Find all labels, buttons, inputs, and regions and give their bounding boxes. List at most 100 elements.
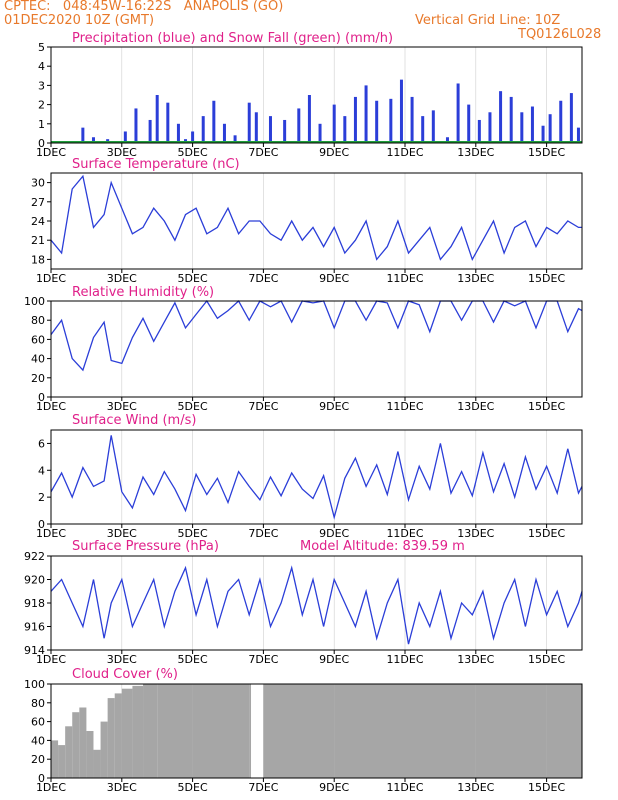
- x-tick-label-cloud: 1DEC: [36, 781, 66, 794]
- y-tick-label-precip: 5: [38, 41, 45, 54]
- y-tick-label-cloud: 80: [31, 697, 45, 710]
- precip-bar: [569, 93, 573, 143]
- x-tick-label-cloud: 13DEC: [457, 781, 494, 794]
- series-line-temp: [50, 174, 582, 262]
- y-tick-label-cloud: 20: [31, 753, 45, 766]
- x-tick-label-precip: 3DEC: [107, 146, 137, 159]
- y-tick-label-rh: 20: [31, 372, 45, 385]
- precip-bar: [467, 104, 471, 143]
- cloud-bar: [334, 684, 405, 778]
- x-tick-label-rh: 5DEC: [178, 400, 208, 413]
- cloud-bar: [79, 707, 87, 778]
- panel-title-cloud: Cloud Cover (%): [72, 667, 178, 682]
- x-tick-label-wind: 13DEC: [457, 527, 494, 540]
- cloud-bar: [51, 740, 59, 778]
- x-tick-label-temp: 1DEC: [36, 272, 66, 285]
- series-line-pres: [50, 565, 583, 645]
- precip-bar: [176, 123, 180, 143]
- series-line-wind: [50, 435, 583, 520]
- panel-title-rh: Relative Humidity (%): [72, 285, 214, 300]
- precip-bar: [509, 96, 513, 143]
- y-tick-label-temp: 27: [31, 196, 45, 209]
- y-tick-label-pres: 918: [24, 597, 45, 610]
- x-tick-label-rh: 1DEC: [36, 400, 66, 413]
- x-tick-label-rh: 11DEC: [386, 400, 423, 413]
- cloud-bar: [192, 684, 228, 778]
- precip-bar: [456, 83, 460, 143]
- x-tick-label-rh: 3DEC: [107, 400, 137, 413]
- panel-title-temp: Surface Temperature (nC): [72, 157, 240, 172]
- panel-frame-pres: [50, 555, 583, 651]
- precip-bar: [254, 112, 258, 143]
- precip-bar: [364, 85, 368, 143]
- y-tick-label-precip: 2: [38, 99, 45, 112]
- precip-bar: [123, 131, 127, 143]
- cloud-bar: [100, 721, 108, 778]
- precip-bar: [559, 100, 563, 143]
- precip-bar: [191, 131, 195, 143]
- precip-bar: [201, 116, 205, 143]
- cloud-bar: [121, 688, 133, 778]
- panel-frame-temp: [50, 172, 583, 270]
- precip-bar: [297, 108, 301, 143]
- precip-bar: [148, 119, 152, 143]
- y-tick-label-precip: 0: [38, 137, 45, 150]
- header-code: TQ0126L028: [518, 27, 602, 42]
- precip-bar: [332, 104, 336, 143]
- precip-bar: [222, 123, 226, 143]
- y-tick-label-cloud: 60: [31, 716, 45, 729]
- cloud-bar: [132, 685, 144, 778]
- precip-bar: [548, 114, 552, 143]
- x-tick-label-pres: 7DEC: [248, 653, 278, 666]
- panel-extra-pres: Model Altitude: 839.59 m: [300, 539, 465, 554]
- x-tick-label-wind: 1DEC: [36, 527, 66, 540]
- y-tick-label-precip: 4: [38, 60, 45, 73]
- x-tick-label-rh: 9DEC: [319, 400, 349, 413]
- precip-bar: [318, 123, 322, 143]
- x-tick-label-pres: 13DEC: [457, 653, 494, 666]
- cloud-bar: [157, 684, 193, 778]
- series-line-rh: [50, 299, 583, 372]
- x-tick-label-wind: 9DEC: [319, 527, 349, 540]
- x-tick-label-precip: 15DEC: [528, 146, 565, 159]
- precip-bar: [410, 96, 414, 143]
- header-date: 01DEC2020 10Z (GMT): [4, 13, 155, 28]
- y-tick-label-temp: 21: [31, 234, 45, 247]
- y-tick-label-rh: 60: [31, 333, 45, 346]
- precip-bar: [477, 119, 481, 143]
- y-tick-label-rh: 80: [31, 314, 45, 327]
- x-tick-label-cloud: 9DEC: [319, 781, 349, 794]
- y-tick-label-precip: 1: [38, 118, 45, 131]
- y-tick-label-cloud: 0: [38, 772, 45, 785]
- cloud-bar: [58, 745, 66, 778]
- x-tick-label-cloud: 11DEC: [386, 781, 423, 794]
- precip-bar: [541, 125, 545, 143]
- x-tick-label-pres: 9DEC: [319, 653, 349, 666]
- cloud-bar: [405, 684, 476, 778]
- x-tick-label-cloud: 7DEC: [248, 781, 278, 794]
- precip-bar: [488, 112, 492, 143]
- y-tick-label-pres: 914: [24, 644, 45, 657]
- header-grid-line: Vertical Grid Line: 10Z: [415, 13, 561, 28]
- cloud-bar: [263, 684, 335, 778]
- x-tick-label-wind: 7DEC: [248, 527, 278, 540]
- x-tick-label-pres: 15DEC: [528, 653, 565, 666]
- x-tick-label-pres: 1DEC: [36, 653, 66, 666]
- precip-bar: [389, 98, 393, 143]
- panel-title-pres: Surface Pressure (hPa): [72, 539, 219, 554]
- precip-bar: [520, 112, 524, 143]
- cloud-bar: [249, 684, 252, 778]
- x-tick-label-cloud: 5DEC: [178, 781, 208, 794]
- x-tick-label-pres: 5DEC: [178, 653, 208, 666]
- x-tick-label-precip: 13DEC: [457, 146, 494, 159]
- precip-bar: [499, 91, 503, 143]
- x-tick-label-cloud: 3DEC: [107, 781, 137, 794]
- precip-bar: [212, 100, 216, 143]
- panel-title-wind: Surface Wind (m/s): [72, 413, 196, 428]
- x-tick-label-temp: 9DEC: [319, 272, 349, 285]
- precip-bar: [91, 137, 95, 143]
- x-tick-label-temp: 13DEC: [457, 272, 494, 285]
- precip-bar: [155, 95, 159, 143]
- x-tick-label-precip: 11DEC: [386, 146, 423, 159]
